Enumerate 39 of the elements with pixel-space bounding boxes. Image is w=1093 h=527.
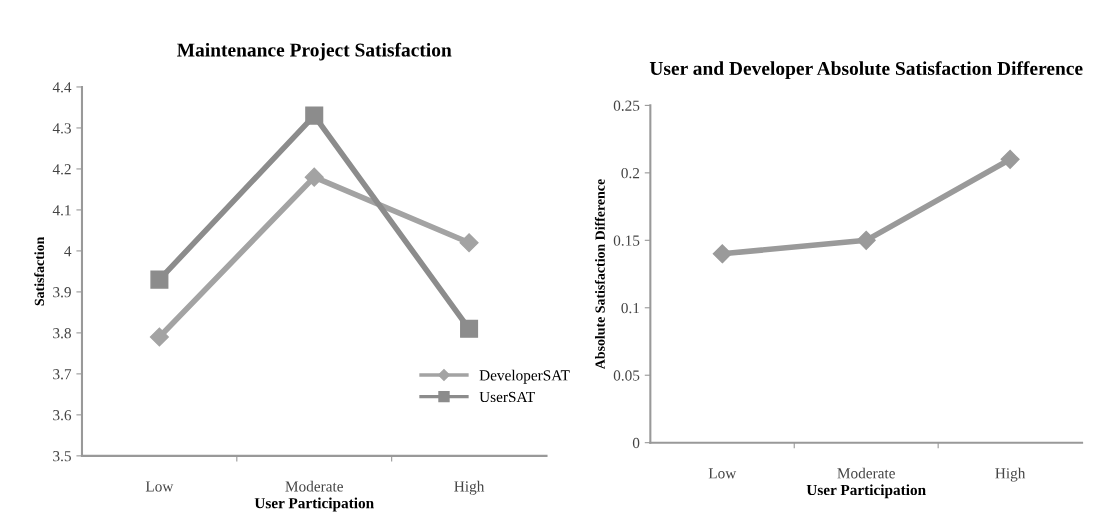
y-tick-label: 4.1	[52, 205, 71, 216]
x-tick-label: Low	[708, 468, 737, 479]
y-tick-label: 0	[632, 437, 640, 449]
chart-title: Maintenance Project Satisfaction	[177, 42, 452, 61]
point	[1000, 149, 1020, 169]
legend-label: DeveloperSAT	[479, 369, 570, 384]
y-tick-label: 4.3	[52, 123, 71, 134]
y-tick-label: 4.4	[52, 82, 72, 93]
x-tick-label: High	[995, 467, 1026, 482]
point	[460, 319, 479, 338]
y-tick-label: 3.9	[53, 287, 71, 298]
y-tick-label: 4.2	[52, 164, 71, 175]
point	[150, 270, 169, 289]
y-axis-title: Absolute Satisfaction Difference	[594, 179, 605, 370]
point	[149, 327, 169, 347]
y-tick-label: 0.2	[621, 168, 640, 179]
legend-label: UserSAT	[479, 391, 535, 403]
y-tick-label: 0.15	[613, 235, 640, 246]
x-tick-label: Low	[145, 481, 174, 492]
y-tick-label: 3.7	[53, 369, 72, 380]
y-tick-label: 0.1	[621, 302, 639, 314]
chart-title: User and Developer Absolute Satisfaction Difference	[649, 61, 1083, 79]
y-tick-label: 0.25	[613, 100, 640, 111]
y-tick-label: 3.6	[53, 410, 72, 421]
point	[459, 233, 479, 253]
y-axis-title: Satisfaction	[34, 236, 45, 306]
point	[856, 230, 876, 250]
point	[712, 244, 732, 264]
x-tick-label: High	[454, 480, 485, 495]
y-tick-label: 3.5	[53, 451, 71, 462]
x-tick-label: Moderate	[285, 480, 343, 492]
point	[304, 167, 324, 187]
point	[305, 106, 324, 125]
x-axis-title: User Participation	[806, 484, 926, 499]
y-tick-label: 0.05	[613, 370, 640, 381]
y-tick-label: 4	[64, 246, 72, 257]
y-tick-label: 3.8	[53, 328, 71, 339]
x-tick-label: Moderate	[837, 467, 895, 479]
x-axis-title: User Participation	[254, 497, 374, 512]
